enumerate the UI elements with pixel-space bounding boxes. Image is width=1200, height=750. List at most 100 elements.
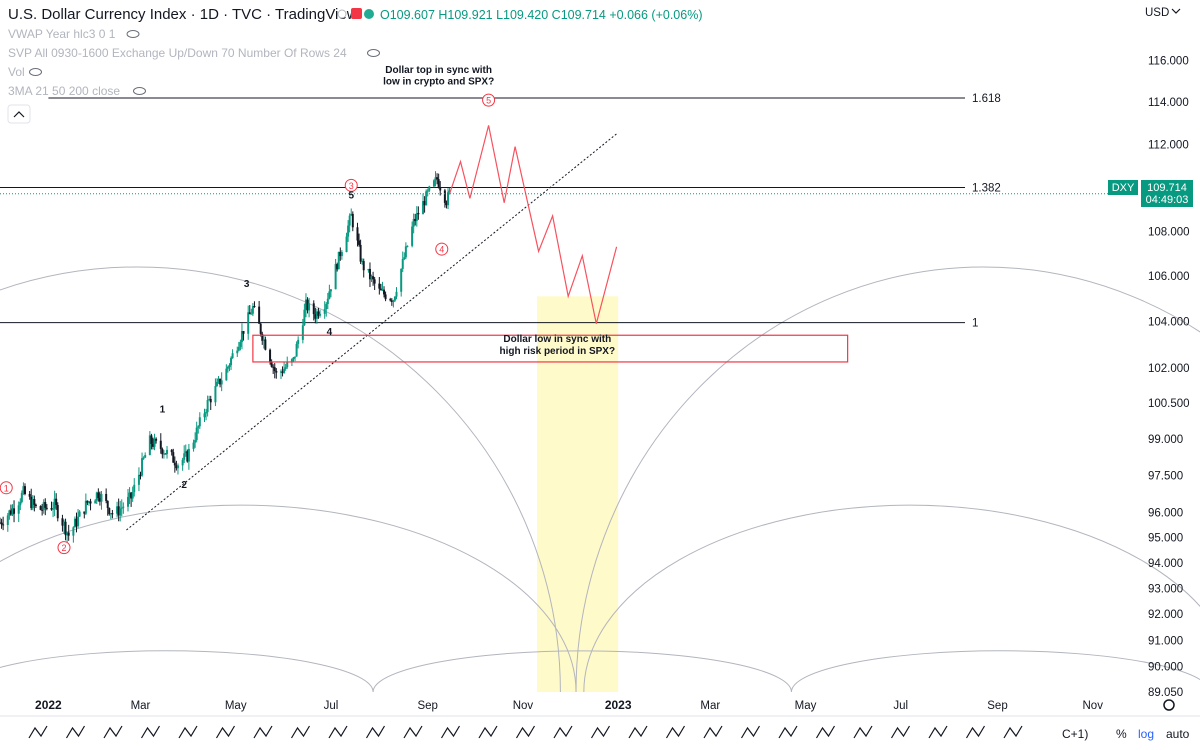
projection-icon-stroke [365, 725, 386, 739]
vertical-arrow-icon[interactable] [703, 725, 723, 739]
candle-body [281, 371, 284, 373]
candle-body [50, 508, 53, 510]
candle-body [240, 331, 243, 343]
candle-body [78, 511, 81, 517]
candle-body [226, 366, 229, 369]
candle-body [67, 532, 70, 536]
candle-body [98, 498, 101, 502]
line-tool-icon[interactable] [740, 725, 761, 739]
indicator-label[interactable]: VWAP Year hlc3 0 1 [8, 27, 116, 41]
candle-body [63, 521, 66, 526]
zigzag-icon[interactable] [440, 725, 461, 739]
eye-off-icon[interactable] [367, 49, 380, 57]
pattern-icon[interactable] [103, 725, 123, 739]
candle-body [133, 484, 136, 493]
chevron-down-icon[interactable] [1171, 8, 1181, 14]
auto-scale-toggle[interactable]: auto [1166, 727, 1190, 741]
callout-icon[interactable] [253, 725, 273, 739]
candle-body [172, 452, 175, 463]
path-icon-stroke [178, 725, 198, 739]
pattern-icon[interactable] [65, 725, 86, 739]
candle-body [237, 346, 240, 351]
pattern-icon[interactable] [28, 725, 48, 739]
chart-pattern-icon[interactable] [853, 725, 873, 739]
eye-off-icon[interactable] [133, 87, 146, 95]
candle-body [361, 261, 364, 263]
x-axis-tick: 2022 [35, 698, 62, 712]
candle-body [262, 339, 265, 341]
circle-icon[interactable] [515, 725, 536, 739]
collapse-legend-button[interactable] [7, 104, 31, 124]
path-icon[interactable] [178, 725, 198, 739]
candle-body [186, 451, 189, 462]
candle-body [326, 298, 329, 305]
candle-body [428, 186, 431, 191]
y-axis-tick: 100.500 [1148, 398, 1190, 410]
candle-body [203, 413, 206, 418]
fib-fan-icon[interactable] [890, 725, 911, 739]
currency-selector[interactable]: USD [1145, 7, 1169, 19]
horizontal-line-icon[interactable] [290, 725, 311, 739]
candle-body [356, 227, 359, 241]
candle-body [164, 453, 167, 455]
candle-body [28, 494, 31, 497]
pattern-icon-stroke [65, 725, 86, 739]
candle-body [131, 492, 134, 499]
y-axis-tick: 95.000 [1148, 533, 1183, 545]
toolbar-c-plus-label[interactable]: C+1) [1062, 727, 1088, 741]
candle-body [372, 276, 375, 280]
fan-icon[interactable] [628, 725, 648, 739]
candle-body [242, 331, 245, 334]
candle-body [250, 313, 253, 315]
candle-body [392, 300, 395, 302]
long-position-icon[interactable] [590, 725, 611, 739]
candle-body [359, 244, 362, 262]
measure-icon[interactable] [815, 725, 836, 739]
fib-retrace-icon[interactable] [215, 725, 236, 739]
candle-body [436, 177, 439, 180]
candle-body [195, 427, 198, 441]
fib-fan-icon-stroke [890, 725, 911, 739]
wave-primary-circle [435, 242, 449, 256]
x-axis-tick: Mar [131, 700, 151, 712]
candle-body [351, 213, 354, 228]
indicator-label[interactable]: 3MA 21 50 200 close [8, 84, 120, 98]
candle-body [105, 493, 108, 501]
eye-off-icon[interactable] [29, 68, 42, 76]
candle-body [423, 200, 426, 206]
flag-icon[interactable] [351, 8, 362, 19]
pitchfork-icon[interactable] [478, 725, 498, 739]
candle-body [303, 309, 306, 326]
brush-icon[interactable] [665, 725, 686, 739]
candle-body [358, 240, 361, 245]
x-axis-tick: Sep [417, 700, 437, 712]
eraser-icon[interactable] [778, 725, 798, 739]
wave-primary-label: 2 [61, 543, 66, 553]
indicator-label[interactable]: SVP All 0930-1600 Exchange Up/Down 70 Nu… [8, 46, 347, 60]
trend-line-icon[interactable] [328, 725, 348, 739]
indicator-label[interactable]: Vol [8, 65, 25, 79]
pattern-icon[interactable] [140, 725, 161, 739]
head-shoulders-icon[interactable] [928, 725, 948, 739]
eye-off-icon[interactable] [126, 30, 140, 38]
percent-scale-toggle[interactable]: % [1116, 727, 1127, 741]
ellipse-icon[interactable] [965, 725, 986, 739]
candle-body [239, 342, 242, 347]
head-shoulders-icon-stroke [928, 725, 948, 739]
candle-body [122, 506, 125, 508]
projection-icon[interactable] [365, 725, 386, 739]
market-status-icon [337, 9, 347, 19]
candle-body [159, 440, 162, 449]
candle-body [439, 187, 442, 191]
abcd-icon[interactable] [1003, 725, 1023, 739]
log-scale-toggle[interactable]: log [1138, 727, 1154, 741]
wave-primary-circle [482, 93, 496, 107]
candle-body [422, 200, 425, 215]
elliott-wave-icon[interactable] [403, 725, 423, 739]
settings-gear-icon[interactable] [1163, 699, 1175, 711]
chart-annotation: high risk period in SPX? [500, 346, 616, 357]
candle-body [231, 353, 234, 359]
rectangle-icon[interactable] [553, 725, 573, 739]
